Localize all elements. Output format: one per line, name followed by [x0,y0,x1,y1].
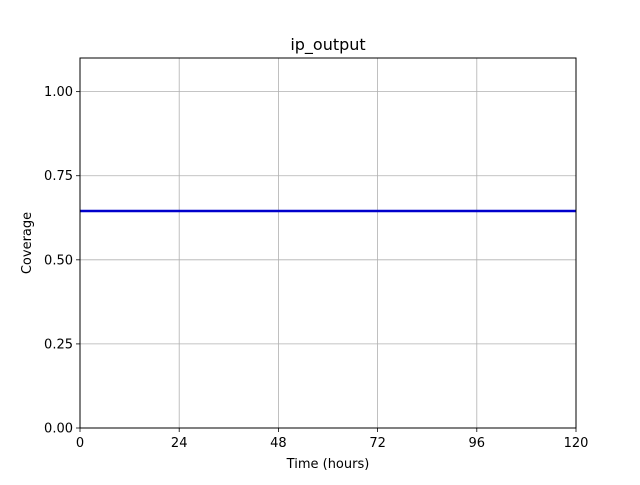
plot-frame [79,57,577,429]
x-axis-label: Time (hours) [286,457,370,472]
y-axis-label: Coverage [20,212,35,274]
x-tick-label: 0 [76,436,84,451]
y-tick-label: 0.75 [44,169,73,184]
y-axis-ticks: 0.00 0.25 0.50 0.75 1.00 [44,85,80,437]
x-tick-label: 72 [369,436,386,451]
x-tick-label: 96 [469,436,486,451]
x-tick-label: 120 [564,436,589,451]
y-tick-label: 1.00 [44,85,73,100]
x-tick-label: 48 [270,436,287,451]
x-tick-label: 24 [171,436,188,451]
chart-title: ip_output [290,35,365,55]
y-tick-label: 0.00 [44,422,73,437]
y-tick-label: 0.25 [44,337,73,352]
y-tick-label: 0.50 [44,253,73,268]
x-axis-ticks: 0 24 48 72 96 120 [76,428,589,451]
